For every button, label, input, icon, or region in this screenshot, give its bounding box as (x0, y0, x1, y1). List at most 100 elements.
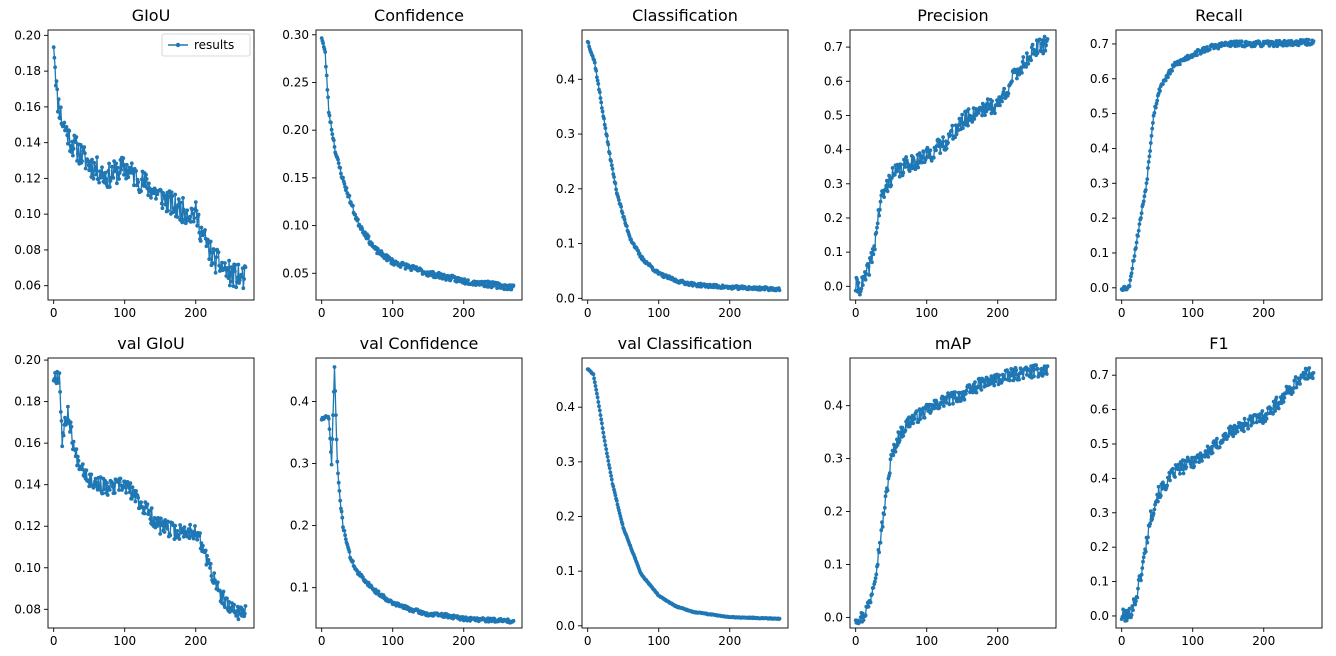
series-point (223, 261, 227, 265)
series-point (1155, 98, 1160, 103)
series-point (186, 530, 190, 535)
series-point (964, 388, 969, 393)
x-tick-label: 100 (1181, 634, 1204, 648)
series-point (115, 181, 119, 186)
series-point (154, 196, 158, 201)
series-point (863, 277, 868, 282)
y-tick-label: 0.5 (1090, 107, 1109, 121)
series-point (599, 100, 604, 105)
series-point (592, 60, 597, 65)
series-point (59, 419, 64, 423)
series-point (221, 589, 226, 594)
series-point (605, 454, 610, 459)
series-point (1144, 181, 1149, 186)
y-tick-label: 0.08 (14, 602, 41, 616)
series-point (1269, 406, 1273, 411)
series-point (992, 106, 997, 111)
series-point (1121, 607, 1125, 612)
series-point (347, 549, 352, 554)
series-point (882, 505, 887, 510)
y-tick-label: 0.20 (14, 353, 41, 367)
series-point (111, 176, 116, 180)
series-point (1135, 595, 1140, 600)
series-point (129, 161, 134, 166)
x-tick-label: 200 (718, 306, 741, 320)
x-tick-label: 100 (381, 634, 404, 648)
series-point (983, 113, 987, 117)
series-point (235, 275, 240, 280)
subplot-val-confidence: val Confidence 0 100 200 0.1 0.2 0.3 0.4 (290, 334, 523, 648)
series-point (241, 286, 246, 291)
series-point (511, 283, 516, 288)
series-point (166, 519, 170, 524)
y-tick-label: 0.4 (556, 72, 575, 86)
series-point (183, 221, 188, 226)
series-line (587, 41, 781, 292)
series-point (892, 442, 896, 447)
y-tick-label: 0.2 (290, 519, 309, 533)
series-point (949, 394, 953, 399)
x-tick-label: 100 (915, 634, 938, 648)
series-point (65, 133, 70, 138)
y-tick-label: 0.30 (282, 28, 309, 42)
series-point (56, 97, 61, 101)
series-point (337, 489, 342, 493)
series-point (338, 166, 343, 170)
series-point (952, 393, 957, 398)
series-point (95, 155, 99, 160)
series-point (234, 614, 239, 618)
series-point (52, 55, 57, 60)
subplot-title: val Classification (618, 334, 753, 353)
series-point (1156, 499, 1160, 504)
y-tick-label: 0.0 (1090, 609, 1109, 623)
series-point (963, 391, 968, 396)
series-point (914, 409, 919, 413)
series-point (110, 164, 114, 169)
series-point (509, 287, 514, 292)
series-point (1137, 222, 1142, 227)
series-point (931, 155, 936, 160)
series-point (204, 244, 209, 249)
x-tick-label: 200 (986, 306, 1009, 320)
series-point (64, 125, 69, 129)
series-point (1042, 38, 1046, 43)
series-point (1032, 374, 1036, 379)
series-point (1188, 461, 1193, 466)
series-point (462, 277, 467, 281)
series-point (329, 462, 334, 467)
series-point (1145, 540, 1150, 545)
series-point (1025, 51, 1029, 56)
series-point (1294, 385, 1299, 390)
series-point (188, 214, 193, 219)
series-point (598, 96, 603, 100)
series-point (93, 168, 97, 173)
series-point (123, 484, 128, 489)
series-point (1148, 149, 1152, 153)
series-point (885, 189, 890, 194)
series-point (903, 165, 908, 169)
series-point (875, 221, 880, 226)
series-point (1012, 376, 1017, 381)
series-point (144, 177, 149, 181)
series-point (872, 244, 877, 249)
series-point (1129, 274, 1133, 279)
legend-label: results (194, 38, 234, 52)
series-point (1141, 202, 1145, 207)
series-point (347, 193, 352, 198)
y-tick-label: 0.1 (556, 564, 575, 578)
series-point (1200, 459, 1204, 463)
series-point (1131, 608, 1135, 612)
series-point (1127, 606, 1132, 611)
axes-frame (849, 29, 1057, 301)
series-point (993, 111, 997, 116)
series-point (1158, 89, 1162, 93)
series-point (953, 390, 957, 394)
series-point (1166, 75, 1170, 80)
series-point (1306, 37, 1311, 42)
subplot-title: val Confidence (360, 334, 479, 353)
series-point (1293, 378, 1297, 382)
series-point (100, 165, 104, 170)
series-point (53, 83, 58, 88)
series-point (1179, 467, 1184, 472)
